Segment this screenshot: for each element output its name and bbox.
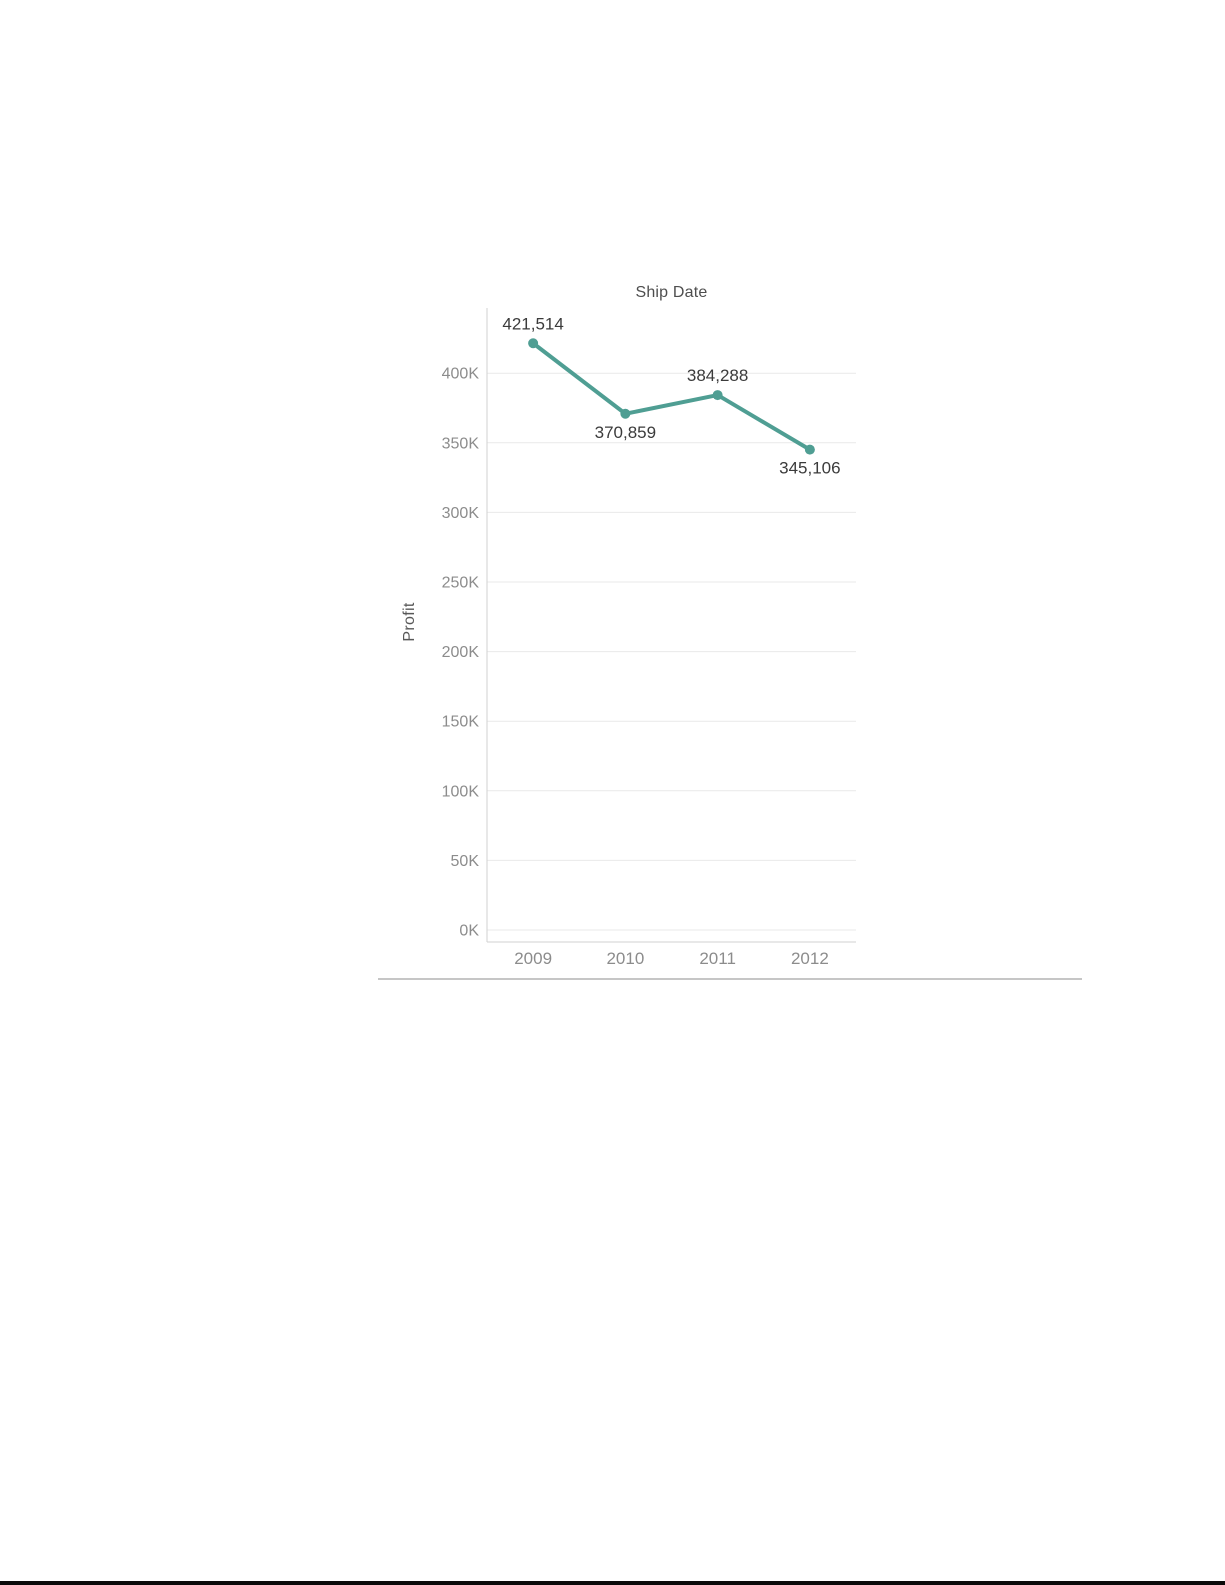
x-tick-label: 2010 — [606, 949, 644, 968]
y-tick-label: 50K — [451, 853, 480, 870]
data-point-marker[interactable] — [528, 338, 539, 349]
data-point-marker[interactable] — [804, 444, 815, 455]
x-tick-label: 2011 — [699, 949, 736, 968]
x-tick-label: 2012 — [791, 949, 829, 968]
data-point-marker[interactable] — [712, 390, 723, 401]
y-tick-label: 300K — [442, 505, 480, 522]
data-point-label: 345,106 — [779, 459, 840, 478]
y-tick-label: 0K — [459, 923, 479, 940]
data-point-label: 370,859 — [595, 423, 656, 442]
y-tick-label: 250K — [442, 575, 480, 592]
y-tick-label: 150K — [442, 714, 480, 731]
divider-line — [378, 978, 1082, 980]
y-tick-label: 200K — [442, 644, 480, 661]
bottom-border — [0, 1581, 1225, 1585]
y-tick-label: 100K — [442, 783, 480, 800]
data-point-marker[interactable] — [620, 408, 631, 419]
x-tick-label: 2009 — [514, 949, 552, 968]
data-point-label: 421,514 — [502, 314, 563, 333]
profit-series-line[interactable] — [531, 341, 812, 452]
chart-title: Ship Date — [635, 284, 708, 301]
y-tick-label: 400K — [442, 366, 480, 383]
y-tick-label: 350K — [442, 435, 480, 452]
data-point-label: 384,288 — [687, 366, 748, 385]
